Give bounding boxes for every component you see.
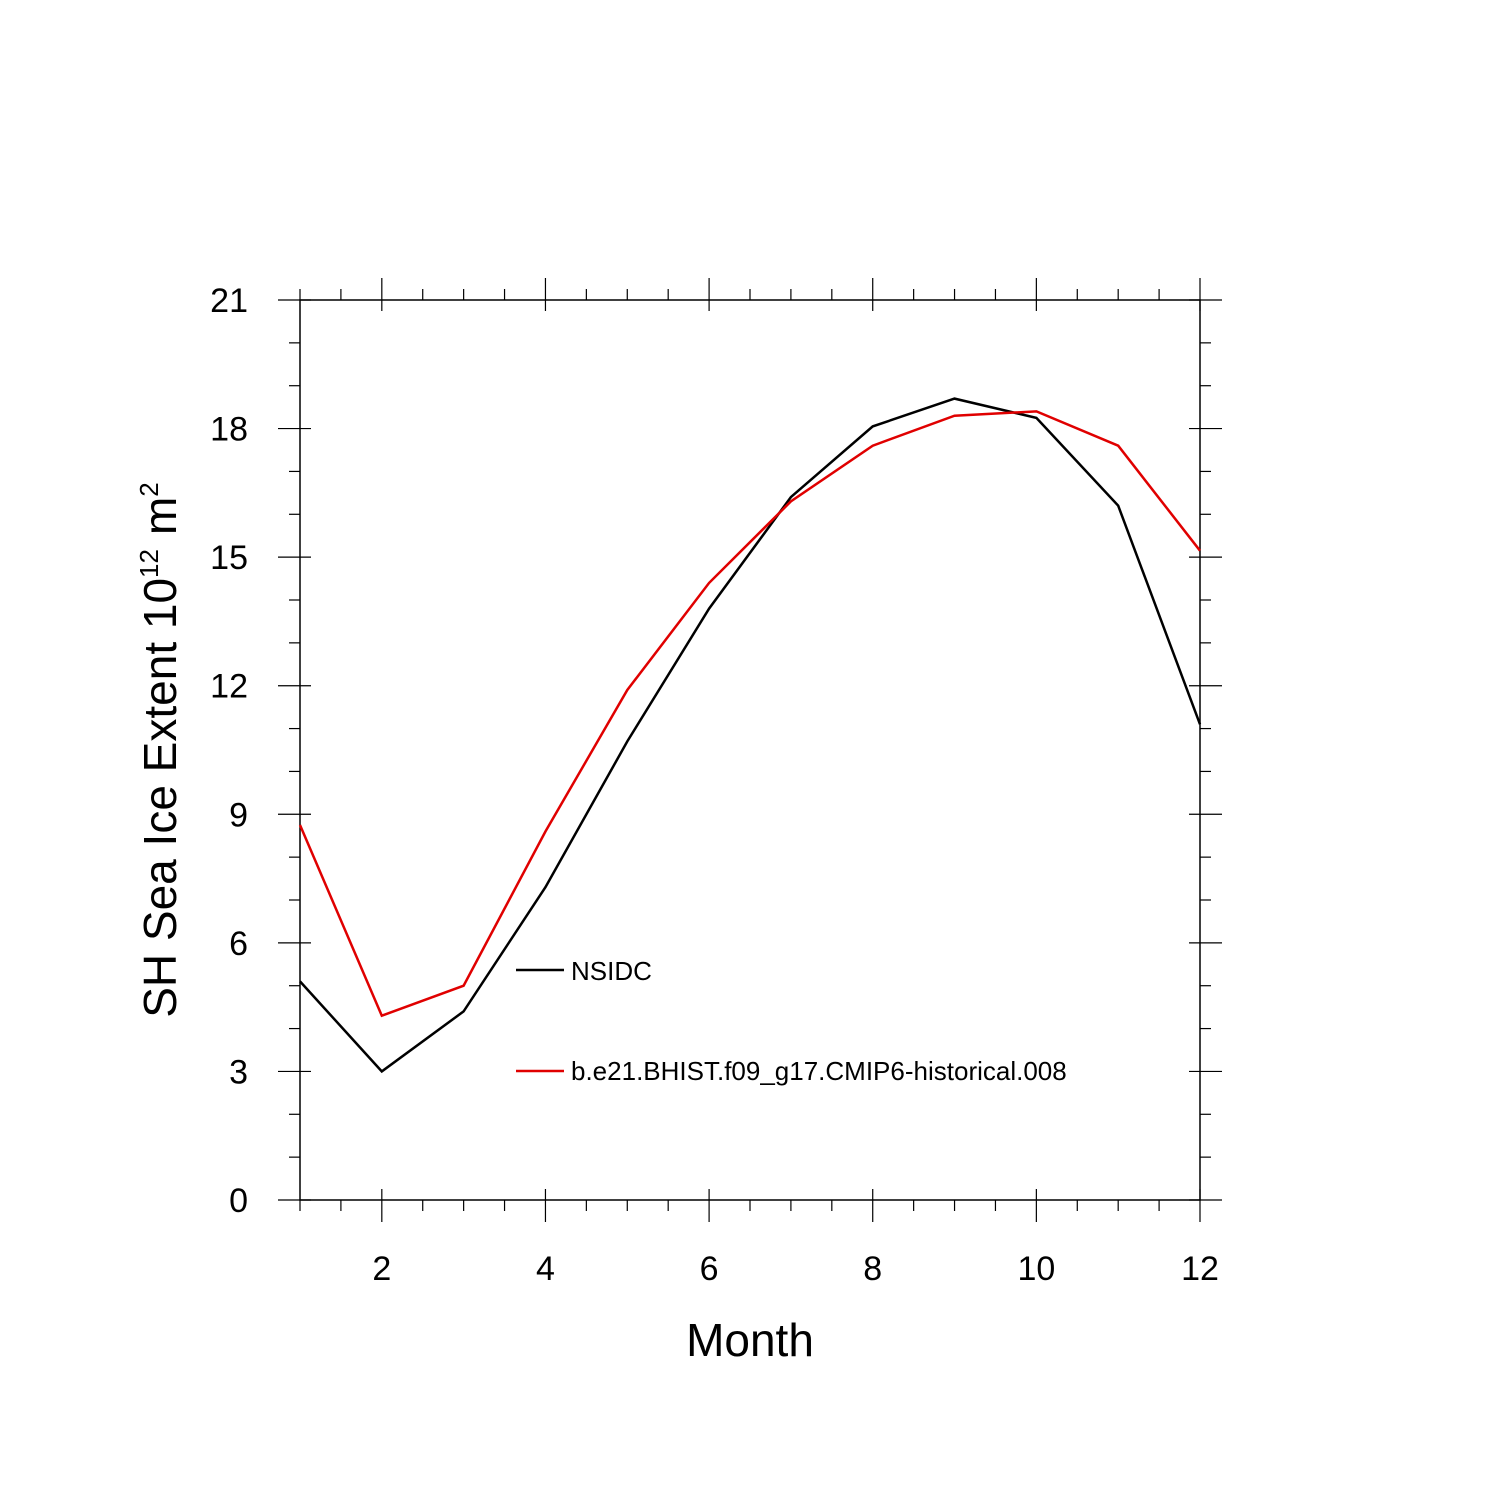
series-line-nsidc <box>299 397 1202 1074</box>
axis-ticks <box>278 278 1222 1222</box>
y-axis-title: SH Sea Ice Extent 1012 m2 <box>134 482 186 1018</box>
legend: NSIDC b.e21.BHIST.f09_g17.CMIP6-historic… <box>516 956 1067 1086</box>
y-tick-label: 21 <box>210 282 248 320</box>
y-axis-title-exponent: 12 <box>134 549 164 578</box>
legend-label-nsidc: NSIDC <box>571 956 652 986</box>
y-axis-title-main: SH Sea Ice Extent 10 <box>134 578 186 1018</box>
y-tick-label: 9 <box>229 796 248 834</box>
x-tick-label: 12 <box>1181 1250 1219 1288</box>
y-tick-label: 12 <box>210 668 248 706</box>
y-tick-label: 3 <box>229 1053 248 1091</box>
x-tick-label: 8 <box>863 1250 882 1288</box>
x-tick-label: 4 <box>536 1250 555 1288</box>
plot-frame <box>299 299 1201 1201</box>
y-axis-title-unit: m <box>134 497 186 535</box>
legend-label-model: b.e21.BHIST.f09_g17.CMIP6-historical.008 <box>571 1056 1067 1086</box>
y-tick-label: 6 <box>229 925 248 963</box>
series-lines <box>298 397 1202 1074</box>
series-line-model <box>298 410 1201 1018</box>
y-tick-label: 0 <box>229 1182 248 1220</box>
y-tick-label: 18 <box>210 411 248 449</box>
y-tick-label: 15 <box>210 539 248 577</box>
x-axis-title: Month <box>686 1314 814 1366</box>
x-tick-label: 2 <box>372 1250 391 1288</box>
y-axis-title-unit-exponent: 2 <box>134 482 164 496</box>
x-tick-label: 6 <box>700 1250 719 1288</box>
x-tick-label: 10 <box>1017 1250 1055 1288</box>
